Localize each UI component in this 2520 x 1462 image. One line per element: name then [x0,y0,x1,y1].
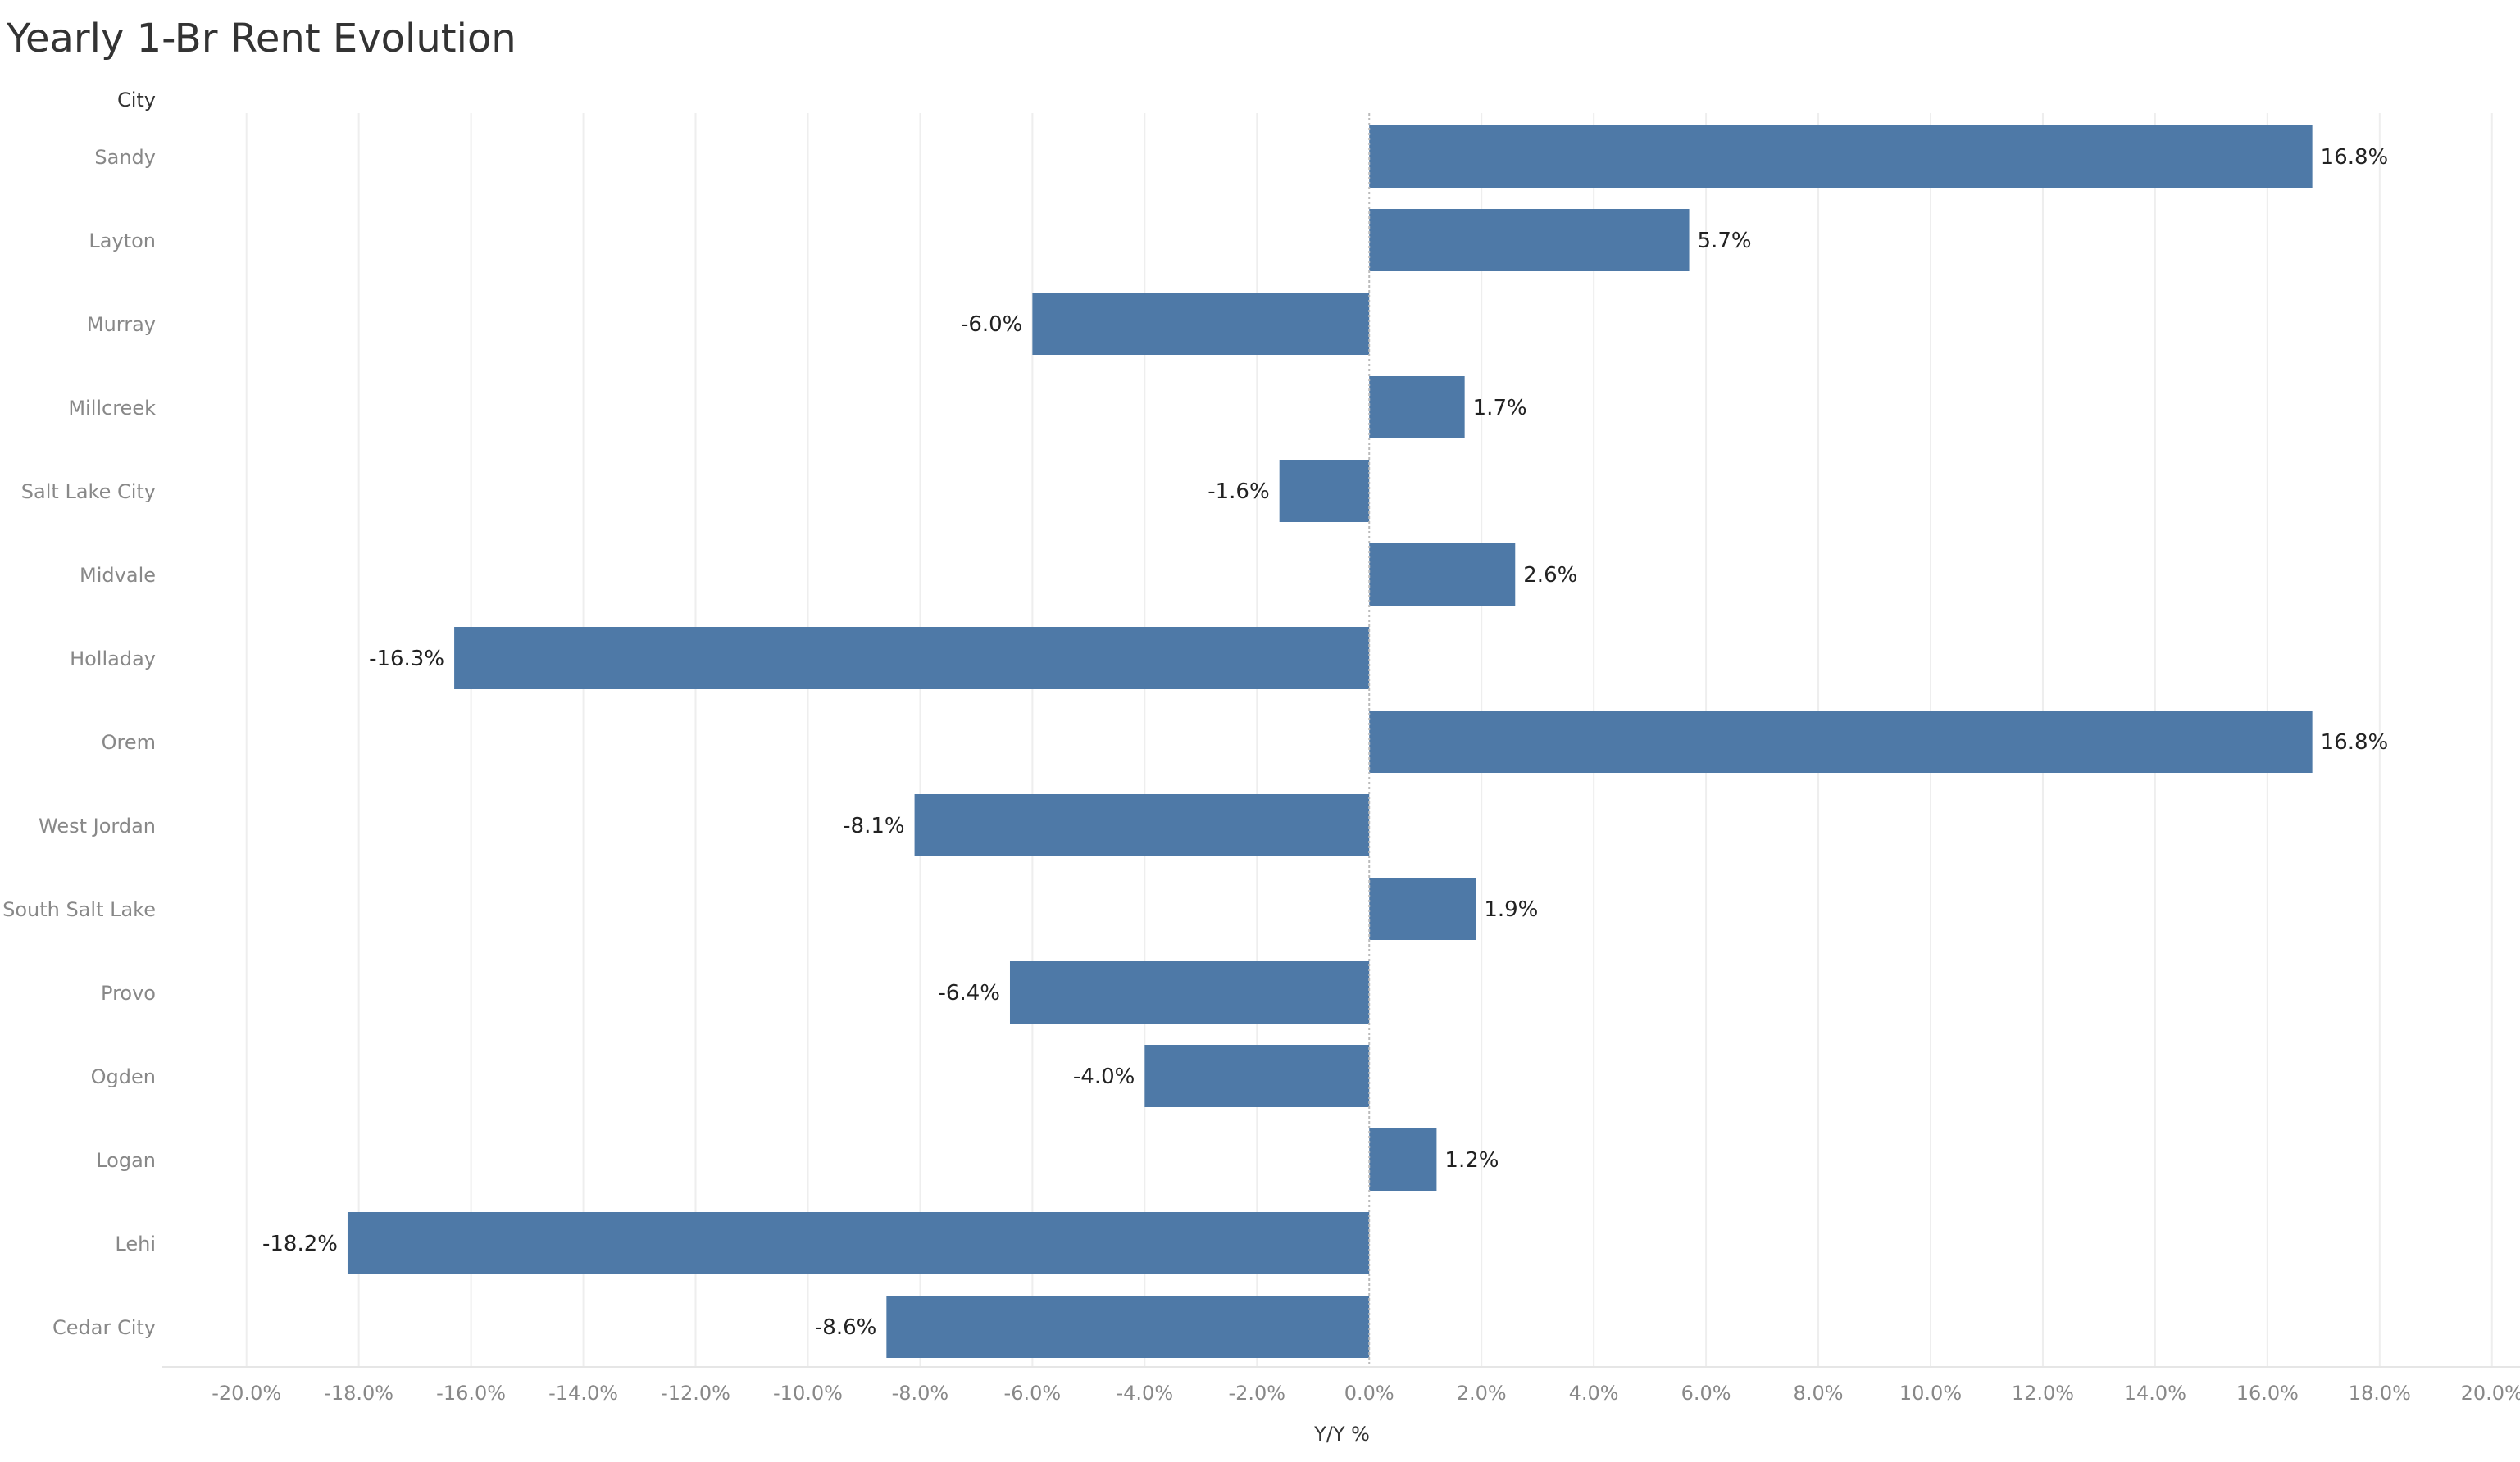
bar-layton [1369,209,1690,271]
x-tick-label: -20.0% [212,1382,281,1405]
bar-value-label: 5.7% [1698,229,1752,253]
bar-murray [1032,293,1370,355]
x-tick-label: 20.0% [2461,1382,2520,1405]
bar-value-label: -16.3% [369,647,444,671]
bar-logan [1369,1128,1437,1191]
x-tick-label: -14.0% [548,1382,618,1405]
x-tick-label: 2.0% [1457,1382,1507,1405]
category-axis-title: City [117,89,156,111]
category-label: Salt Lake City [21,480,156,503]
x-tick-label: -12.0% [661,1382,730,1405]
x-tick-label: 8.0% [1794,1382,1844,1405]
x-tick-labels: -20.0% -18.0% -16.0% -14.0% -12.0% -10.0% -8.0… [212,1382,2520,1405]
category-label: Lehi [115,1233,156,1255]
x-tick-label: 10.0% [1899,1382,1962,1405]
category-labels: Sandy Layton Murray Millcreek Salt Lake City… [2,146,156,1339]
bar-value-label: 1.7% [1473,396,1527,420]
category-label: Layton [89,229,156,252]
bar-value-label: -18.2% [262,1232,338,1256]
bar-cedar-city [886,1296,1370,1358]
bar-orem [1369,711,2313,773]
bar-ogden [1144,1045,1370,1107]
x-tick-label: 4.0% [1569,1382,1619,1405]
bar-value-label: -8.1% [843,814,904,838]
x-tick-label: 12.0% [2012,1382,2074,1405]
bar-value-label: -8.6% [815,1315,876,1340]
x-tick-label: -16.0% [436,1382,506,1405]
category-label: Sandy [94,146,156,169]
bar-sandy [1369,125,2313,188]
category-label: Provo [101,982,156,1005]
bar-value-label: 16.8% [2321,730,2389,755]
bars [347,125,2313,1358]
bar-south-salt-lake [1369,878,1476,940]
x-tick-label: -2.0% [1228,1382,1285,1405]
bar-value-label: 1.2% [1444,1148,1499,1173]
bar-midvale [1369,543,1516,606]
x-tick-label: -10.0% [773,1382,843,1405]
category-label: Midvale [80,564,156,587]
category-label: Murray [87,313,156,336]
bar-value-label: 1.9% [1484,897,1538,922]
x-tick-label: 0.0% [1344,1382,1394,1405]
category-label: Cedar City [52,1316,156,1339]
category-label: Millcreek [68,397,156,420]
x-tick-label: 18.0% [2349,1382,2411,1405]
x-tick-label: 16.0% [2236,1382,2299,1405]
bar-value-label: -6.0% [961,312,1022,337]
x-tick-label: -4.0% [1117,1382,1174,1405]
x-tick-label: -8.0% [892,1382,949,1405]
bar-value-label: 16.8% [2321,145,2389,170]
bar-value-label: -1.6% [1208,479,1269,504]
x-tick-label: 6.0% [1681,1382,1731,1405]
bar-millcreek [1369,376,1465,438]
bar-west-jordan [914,794,1370,856]
category-label: Ogden [91,1065,156,1088]
bar-holladay [454,627,1370,689]
x-tick-label: 14.0% [2124,1382,2186,1405]
category-label: Holladay [70,647,156,670]
bar-salt-lake-city [1279,460,1370,522]
x-axis-title: Y/Y % [1313,1423,1370,1446]
category-label: South Salt Lake [2,898,156,921]
x-tick-label: -18.0% [324,1382,393,1405]
bar-value-label: -6.4% [939,981,1000,1006]
category-label: West Jordan [39,815,156,838]
bar-value-label: -4.0% [1073,1065,1135,1089]
category-label: Orem [102,731,156,754]
bar-labels: 16.8% 5.7% -6.0% 1.7% -1.6% 2.6% -16.3% 16.8% -8… [262,145,2388,1340]
bar-provo [1009,961,1370,1024]
bar-value-label: 2.6% [1523,563,1577,588]
bar-lehi [347,1212,1370,1274]
chart-title: Yearly 1-Br Rent Evolution [6,16,516,61]
x-tick-label: -6.0% [1004,1382,1062,1405]
category-label: Logan [96,1149,156,1172]
